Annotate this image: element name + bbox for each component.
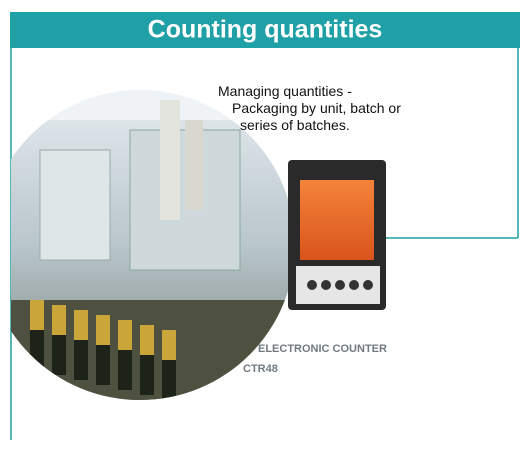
intro-line: Packaging by unit, batch or (232, 100, 401, 116)
product-model: CTR48 (243, 363, 278, 375)
page-art: Counting quantities Managing quantities … (0, 0, 528, 454)
header-title: Counting quantities (148, 16, 383, 44)
intro-line: Managing quantities - (218, 83, 352, 99)
product-name: ELECTRONIC COUNTER (258, 343, 387, 355)
intro-line: series of batches. (240, 117, 350, 133)
counter-device (288, 160, 386, 310)
page: Counting quantities Managing quantities … (0, 0, 528, 454)
